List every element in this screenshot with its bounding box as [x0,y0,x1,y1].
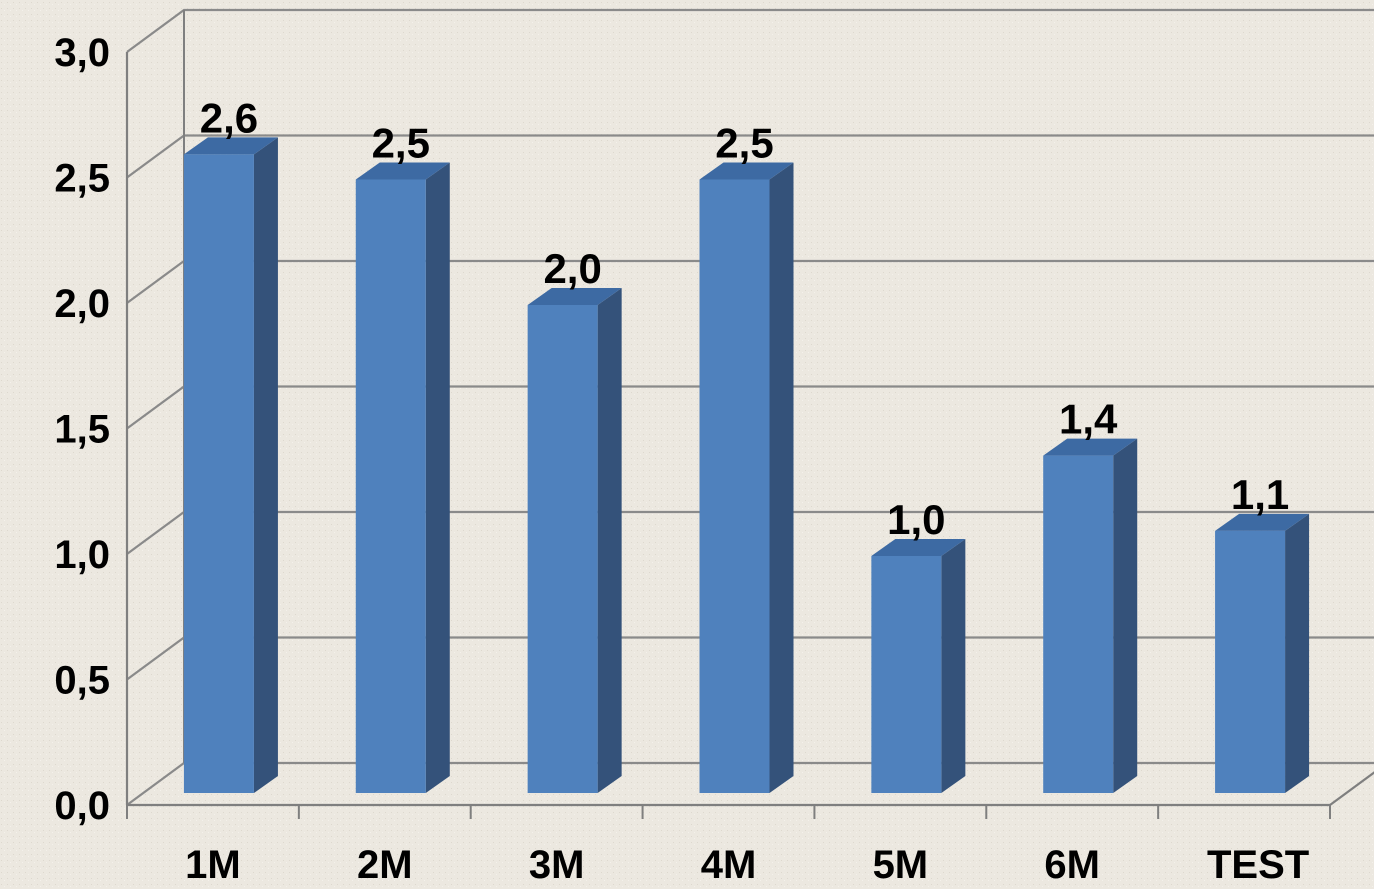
bar-front-face [871,556,942,793]
data-label: 2,5 [372,120,430,167]
data-label: 1,4 [1059,396,1118,443]
bar-6m [1043,438,1138,793]
y-tick-label: 2,0 [54,282,110,326]
bar-top-face [355,162,450,180]
y-tick-label: 0,5 [54,659,110,703]
bar-top-face [1215,513,1310,531]
y-tick-label: 0,0 [54,784,110,828]
bar-top-face [699,162,794,180]
bar-top-face [183,137,278,155]
bar-front-face [183,154,254,793]
bar-side-face [941,539,966,793]
bar-front-face [527,305,598,793]
bar-side-face [1113,438,1138,793]
bar-2m [355,162,450,793]
floor-right-edge [1329,771,1374,806]
x-category-label: 5M [873,843,929,887]
data-label: 2,6 [200,94,258,141]
x-category-label: 1M [185,843,241,887]
bar-4m [699,162,794,793]
data-label: 2,5 [715,120,773,167]
data-labels: 2,6 2,5 2,0 2,5 1,0 1,4 1,1 [200,94,1290,543]
bar-side-face [425,162,450,793]
x-category-label: TEST [1207,843,1309,887]
x-category-label: 4M [701,843,757,887]
category-labels: 1M 2M 3M 4M 5M 6M TEST [185,843,1309,887]
y-tick-label: 3,0 [54,31,110,75]
data-label: 1,0 [887,496,945,543]
data-label: 2,0 [543,245,601,292]
y-tick-labels: 0,0 0,5 1,0 1,5 2,0 2,5 3,0 [54,31,110,828]
bar-front-face [1043,455,1114,793]
bar-side-face [597,288,622,793]
bar-front-face [355,179,426,793]
data-label: 1,1 [1231,471,1289,518]
bars [183,137,1310,793]
bar-front-face [1215,530,1286,793]
y-tick-label: 1,5 [54,408,110,452]
bar-top-face [1043,438,1138,456]
x-category-label: 3M [529,843,585,887]
bar-test [1215,513,1310,793]
bar-5m [871,539,966,793]
bar-3m [527,288,622,793]
x-category-label: 2M [357,843,413,887]
bar-side-face [769,162,794,793]
bar-top-face [871,539,966,556]
bar-top-face [527,288,622,305]
x-category-label: 6M [1044,843,1100,887]
bar-front-face [699,179,770,793]
y-tick-label: 1,0 [54,533,110,577]
bar-side-face [253,137,278,793]
bar-side-face [1285,513,1310,793]
bar-1m [183,137,278,793]
y-tick-label: 2,5 [54,157,110,201]
